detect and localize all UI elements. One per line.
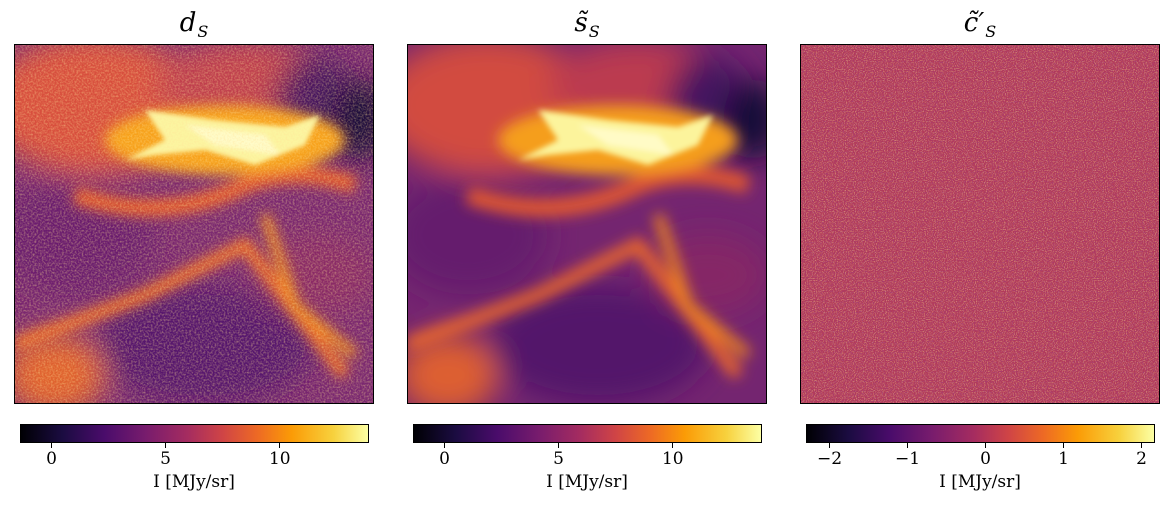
dust-map-graphic [15, 45, 373, 403]
title-subscript: S [985, 22, 997, 41]
panel-observed: dS [14, 0, 374, 505]
colorbar [20, 424, 369, 443]
dust-map-image [14, 44, 374, 404]
colorbar [413, 424, 762, 443]
dust-map-graphic [408, 45, 766, 403]
panel-title: dS [14, 6, 374, 49]
panel-residual: c̃′S −2 −1 0 1 2 I [MJy/sr] [800, 0, 1160, 505]
panel-title: s̃S [407, 6, 767, 49]
colorbar-ticks: 0 5 10 [414, 443, 761, 473]
panel-denoised: s̃S [407, 0, 767, 505]
colorbar [806, 424, 1155, 443]
noise-map-image [800, 44, 1160, 404]
title-base: c̃′ [963, 8, 985, 38]
colorbar-label: I [MJy/sr] [939, 472, 1021, 492]
title-base: s̃ [574, 8, 588, 38]
noise-map-graphic [801, 45, 1159, 403]
title-base: d [179, 8, 197, 38]
colorbar-ticks: 0 5 10 [21, 443, 368, 473]
title-subscript: S [197, 22, 209, 41]
title-subscript: S [588, 22, 600, 41]
panel-title: c̃′S [800, 6, 1160, 49]
colorbar-label: I [MJy/sr] [153, 472, 235, 492]
dust-map-image [407, 44, 767, 404]
colorbar-ticks: −2 −1 0 1 2 [807, 443, 1154, 473]
colorbar-label: I [MJy/sr] [546, 472, 628, 492]
